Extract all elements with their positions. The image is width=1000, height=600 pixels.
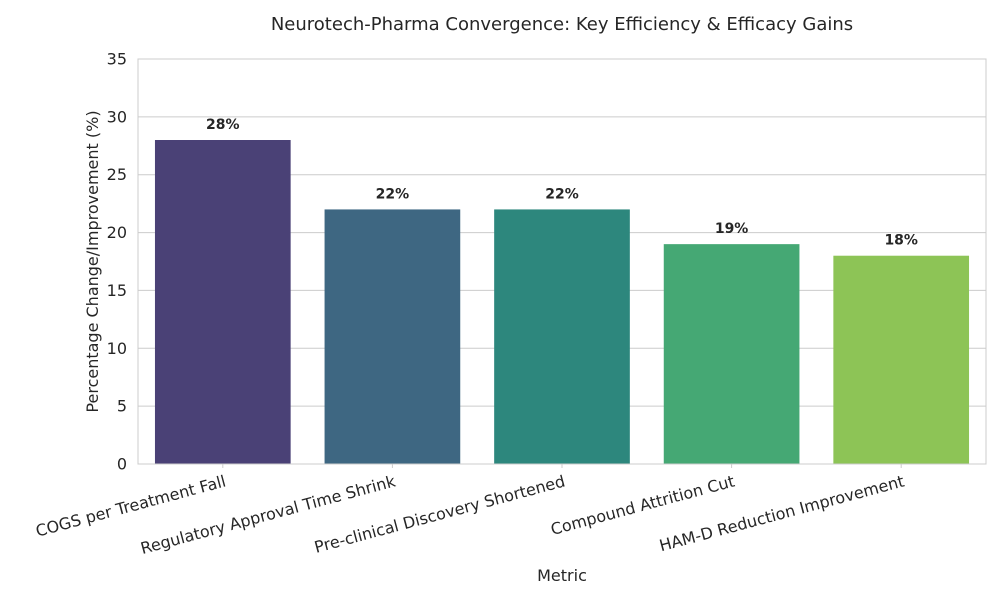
y-tick-label: 5	[117, 397, 127, 416]
bar-value-label: 19%	[715, 221, 749, 237]
y-axis-title: Percentage Change/Improvement (%)	[83, 110, 102, 412]
y-tick-label: 15	[107, 281, 127, 300]
bar-value-label: 22%	[545, 186, 579, 202]
bar	[663, 244, 800, 464]
x-axis-title: Metric	[537, 566, 587, 585]
bars	[154, 140, 970, 464]
y-tick-label: 10	[107, 339, 127, 358]
bar-value-label: 28%	[206, 117, 240, 133]
y-tick-label: 20	[107, 223, 127, 242]
data-labels: 28% 22% 22% 19% 18%	[206, 117, 918, 249]
bar	[833, 255, 970, 464]
bar	[154, 140, 291, 464]
bar-value-label: 22%	[376, 186, 410, 202]
y-tick-label: 30	[107, 107, 127, 126]
y-tick-label: 0	[117, 455, 127, 474]
bar-value-label: 18%	[884, 233, 918, 249]
chart-title: Neurotech-Pharma Convergence: Key Effici…	[271, 14, 853, 35]
y-tick-label: 25	[107, 165, 127, 184]
y-tick-labels: 0 5 10 15 20 25 30 35	[107, 50, 127, 474]
y-tick-label: 35	[107, 50, 127, 69]
bar	[324, 209, 461, 464]
bar	[494, 209, 630, 464]
